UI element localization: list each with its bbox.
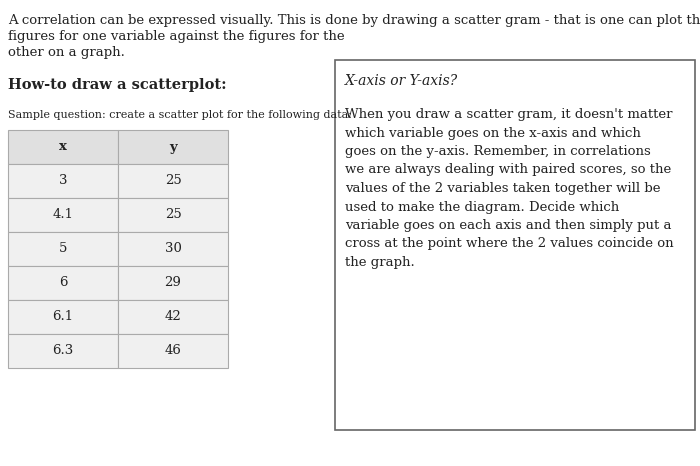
Text: 30: 30 bbox=[164, 242, 181, 255]
Bar bbox=[118, 334, 228, 368]
Bar bbox=[118, 300, 228, 334]
Text: 4.1: 4.1 bbox=[52, 208, 74, 221]
Bar bbox=[118, 232, 228, 266]
Text: figures for one variable against the figures for the: figures for one variable against the fig… bbox=[8, 30, 344, 43]
Text: X-axis or Y-axis?: X-axis or Y-axis? bbox=[345, 74, 459, 88]
Text: goes on the y-axis. Remember, in correlations: goes on the y-axis. Remember, in correla… bbox=[345, 145, 651, 158]
Text: Sample question: create a scatter plot for the following data:: Sample question: create a scatter plot f… bbox=[8, 110, 352, 120]
Text: which variable goes on the x-axis and which: which variable goes on the x-axis and wh… bbox=[345, 126, 641, 139]
Text: 5: 5 bbox=[59, 242, 67, 255]
Text: other on a graph.: other on a graph. bbox=[8, 46, 125, 59]
Bar bbox=[8, 232, 118, 266]
Text: the graph.: the graph. bbox=[345, 256, 414, 269]
Bar bbox=[8, 334, 118, 368]
Bar bbox=[8, 164, 118, 198]
Text: 42: 42 bbox=[164, 310, 181, 323]
Bar bbox=[8, 198, 118, 232]
Text: cross at the point where the 2 values coincide on: cross at the point where the 2 values co… bbox=[345, 238, 673, 251]
Text: 25: 25 bbox=[164, 174, 181, 187]
Text: used to make the diagram. Decide which: used to make the diagram. Decide which bbox=[345, 200, 620, 213]
Text: 6: 6 bbox=[59, 276, 67, 289]
Text: 25: 25 bbox=[164, 208, 181, 221]
Text: A correlation can be expressed visually. This is done by drawing a scatter gram : A correlation can be expressed visually.… bbox=[8, 14, 700, 27]
Text: 3: 3 bbox=[59, 174, 67, 187]
Text: When you draw a scatter gram, it doesn't matter: When you draw a scatter gram, it doesn't… bbox=[345, 108, 673, 121]
Bar bbox=[118, 198, 228, 232]
Bar bbox=[335, 60, 695, 430]
Text: we are always dealing with paired scores, so the: we are always dealing with paired scores… bbox=[345, 164, 671, 177]
Text: 29: 29 bbox=[164, 276, 181, 289]
Text: How-to draw a scatterplot:: How-to draw a scatterplot: bbox=[8, 78, 227, 92]
Bar bbox=[118, 266, 228, 300]
Bar bbox=[8, 266, 118, 300]
Text: variable goes on each axis and then simply put a: variable goes on each axis and then simp… bbox=[345, 219, 671, 232]
Text: 46: 46 bbox=[164, 344, 181, 357]
Text: 6.1: 6.1 bbox=[52, 310, 74, 323]
Bar bbox=[8, 300, 118, 334]
Text: values of the 2 variables taken together will be: values of the 2 variables taken together… bbox=[345, 182, 661, 195]
Bar bbox=[118, 130, 228, 164]
Bar bbox=[8, 130, 118, 164]
Bar bbox=[118, 164, 228, 198]
Text: 6.3: 6.3 bbox=[52, 344, 74, 357]
Text: y: y bbox=[169, 141, 177, 153]
Text: x: x bbox=[59, 141, 67, 153]
